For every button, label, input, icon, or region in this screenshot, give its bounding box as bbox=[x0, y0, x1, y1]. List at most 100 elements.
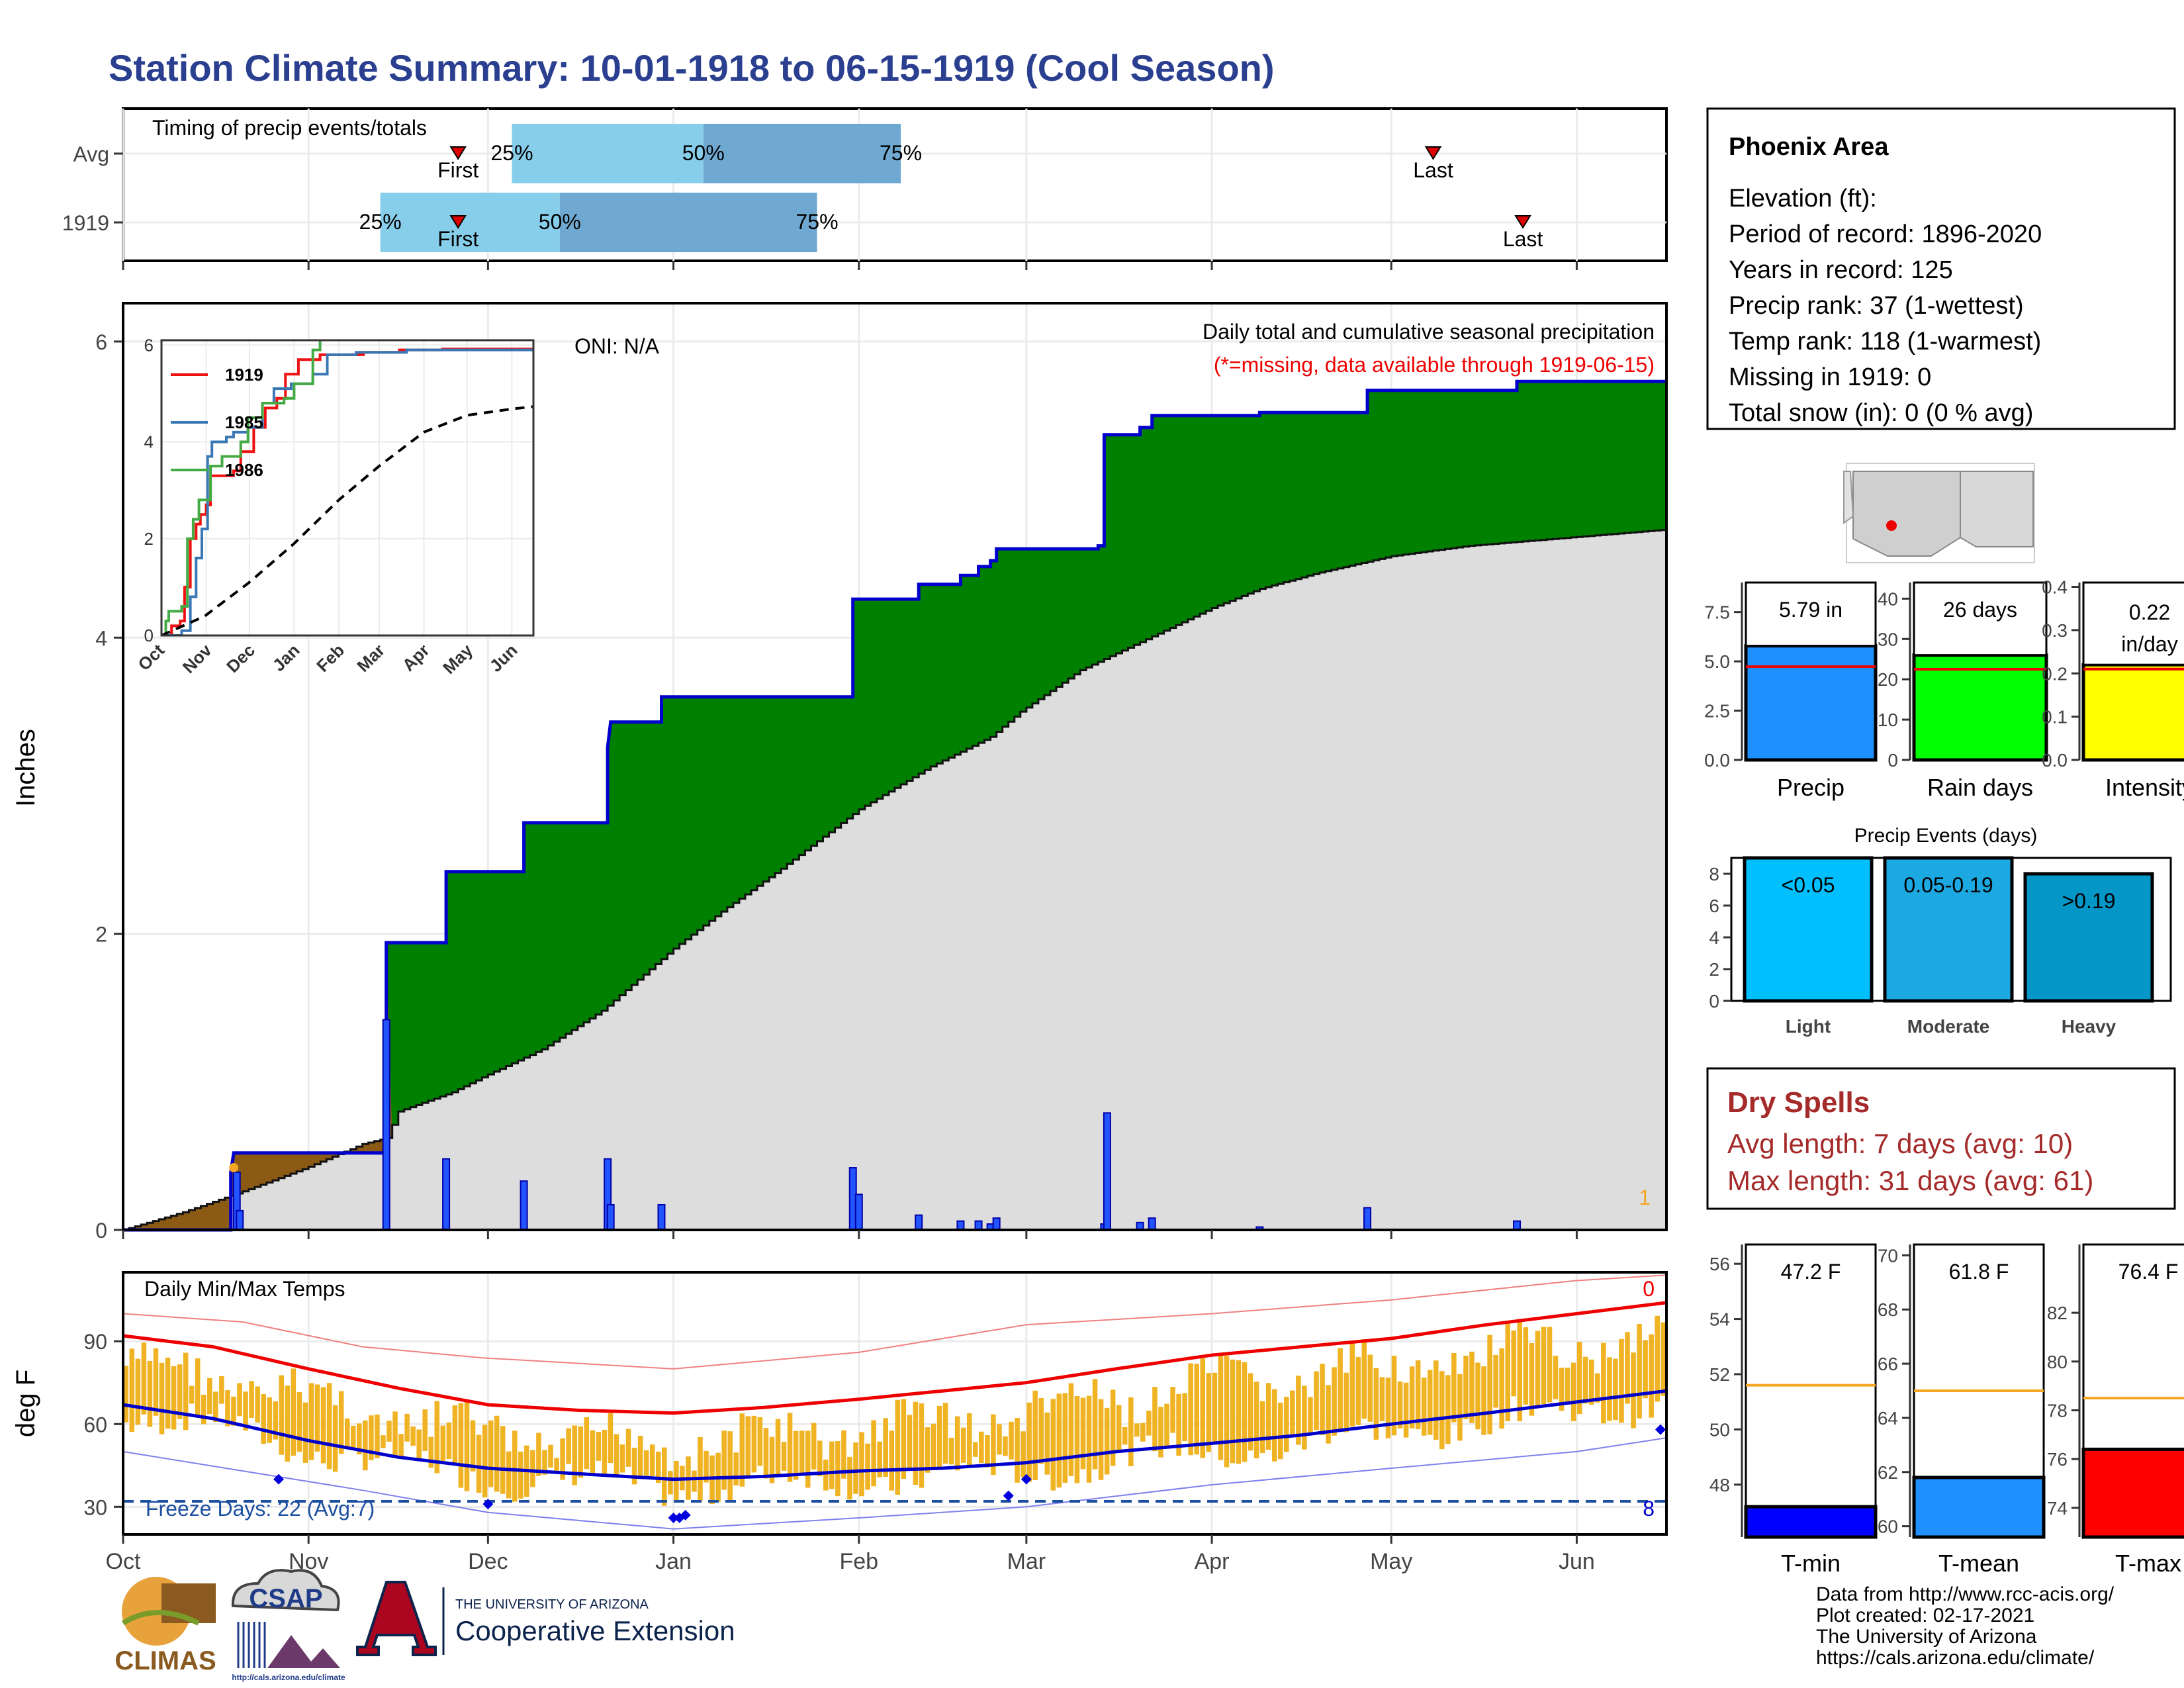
temp-day-bar-150 bbox=[1021, 1431, 1026, 1477]
stat-bar-1 bbox=[1912, 653, 2048, 762]
inset-ytick-0: 0 bbox=[144, 626, 154, 645]
temp-day-bar-72 bbox=[554, 1458, 559, 1474]
timing-last-label-1: Last bbox=[1503, 227, 1543, 251]
temp-day-bar-103 bbox=[739, 1413, 745, 1487]
temp-day-bar-110 bbox=[781, 1442, 787, 1471]
temp-day-bar-78 bbox=[590, 1430, 596, 1476]
temp-day-bar-18 bbox=[231, 1396, 236, 1426]
timing-bar-q2-1 bbox=[559, 193, 817, 252]
temp-day-bar-6 bbox=[159, 1362, 165, 1434]
temp-day-bar-62 bbox=[494, 1415, 500, 1492]
main-ytick-label-3: 6 bbox=[95, 330, 107, 354]
temperature-panel: 30 60 90 Daily Min/Max Temps Freeze Days: 22… bbox=[11, 1271, 1668, 1574]
footer-line-3: https://cals.arizona.edu/climate/ bbox=[1816, 1647, 2095, 1669]
temp-day-bar-108 bbox=[769, 1436, 775, 1483]
oni-label: ONI: N/A bbox=[574, 334, 660, 358]
stat-value-unit-2: in/day bbox=[2121, 632, 2177, 656]
tstat-ytick-label-2-4: 82 bbox=[2047, 1303, 2068, 1323]
station-location-dot bbox=[1886, 520, 1897, 531]
daily-precip-bar-6 bbox=[606, 1203, 615, 1231]
temp-day-bar-211 bbox=[1385, 1378, 1391, 1438]
temp-day-bar-60 bbox=[482, 1425, 488, 1498]
event-category-2: Heavy bbox=[2062, 1016, 2116, 1037]
temp-day-bar-35 bbox=[332, 1405, 338, 1472]
temp-day-bar-153 bbox=[1038, 1397, 1044, 1464]
events-ytick-label-3: 6 bbox=[1709, 896, 1719, 916]
temp-day-bar-186 bbox=[1236, 1360, 1242, 1464]
temp-day-bar-238 bbox=[1547, 1327, 1553, 1403]
main-ylabel: Inches bbox=[11, 729, 40, 807]
daily-precip-bar-10 bbox=[915, 1214, 923, 1231]
temp-day-bar-57 bbox=[464, 1401, 470, 1491]
inset-ytick-2: 4 bbox=[144, 432, 154, 452]
temp-day-bar-87 bbox=[643, 1450, 649, 1476]
month-label-0: Oct bbox=[106, 1549, 141, 1574]
stat-ytick-label-1-4: 40 bbox=[1878, 588, 1898, 609]
ua-logo-a bbox=[356, 1581, 437, 1656]
temp-day-bar-133 bbox=[919, 1403, 925, 1488]
temp-day-bar-166 bbox=[1116, 1405, 1122, 1453]
inset-series-line-3 bbox=[161, 405, 533, 635]
timing-label: Timing of precip events/totals bbox=[152, 116, 427, 140]
temp-day-bar-200 bbox=[1320, 1364, 1325, 1435]
event-bar-label-2: >0.19 bbox=[2062, 889, 2116, 913]
temp-day-bar-237 bbox=[1541, 1327, 1547, 1405]
temp-day-bar-132 bbox=[913, 1401, 919, 1485]
temp-day-bar-82 bbox=[614, 1434, 619, 1476]
inset-series-line-2 bbox=[161, 340, 322, 635]
temp-day-bar-236 bbox=[1535, 1331, 1541, 1405]
daily-precip-bar-4 bbox=[520, 1180, 528, 1231]
tstat-category-2: T-max bbox=[2115, 1550, 2181, 1577]
temp-day-bar-168 bbox=[1128, 1397, 1134, 1467]
temp-day-bar-105 bbox=[751, 1415, 757, 1473]
stat-category-2: Intensity bbox=[2105, 774, 2184, 801]
stat-ytick-label-1-2: 20 bbox=[1878, 669, 1898, 690]
temp-day-bar-10 bbox=[183, 1352, 189, 1430]
temp-day-bar-235 bbox=[1529, 1342, 1535, 1416]
temp-day-bar-88 bbox=[649, 1444, 655, 1476]
main-ytick-label-1: 2 bbox=[95, 923, 107, 947]
temp-day-bar-106 bbox=[757, 1417, 763, 1466]
temp-day-bar-42 bbox=[375, 1414, 380, 1458]
temp-day-bar-75 bbox=[572, 1425, 577, 1485]
temp-day-bar-46 bbox=[398, 1434, 404, 1456]
temp-day-bar-196 bbox=[1296, 1376, 1301, 1445]
temps-bg bbox=[123, 1272, 1666, 1534]
tstat-bar-0 bbox=[1744, 1505, 1878, 1539]
temp-day-bar-5 bbox=[153, 1348, 159, 1416]
temps-corner-top: 0 bbox=[1643, 1277, 1655, 1301]
timing-row-label-0: Avg bbox=[73, 142, 109, 166]
temp-day-bar-136 bbox=[936, 1405, 942, 1470]
temp-day-bar-30 bbox=[302, 1402, 308, 1464]
temp-day-bar-146 bbox=[997, 1424, 1002, 1455]
temp-day-bar-247 bbox=[1601, 1342, 1606, 1424]
temp-day-bar-253 bbox=[1637, 1324, 1642, 1419]
temp-day-bar-81 bbox=[608, 1413, 614, 1464]
event-bar-2 bbox=[2023, 872, 2154, 1003]
daily-precip-bar-16 bbox=[1103, 1112, 1111, 1231]
daily-precip-bar-12 bbox=[974, 1220, 983, 1231]
tstat-ytick-label-0-0: 48 bbox=[1709, 1475, 1730, 1495]
temp-day-bar-58 bbox=[470, 1420, 476, 1472]
temp-day-bar-53 bbox=[440, 1425, 446, 1461]
temp-day-bar-71 bbox=[548, 1444, 553, 1468]
temp-day-bar-84 bbox=[625, 1429, 631, 1467]
temp-day-bar-202 bbox=[1332, 1367, 1337, 1436]
temp-day-bar-32 bbox=[314, 1384, 320, 1452]
stat-ytick-label-1-1: 10 bbox=[1878, 710, 1898, 730]
temp-day-bar-135 bbox=[931, 1423, 936, 1468]
temp-day-bar-33 bbox=[320, 1387, 326, 1464]
temp-day-bar-222 bbox=[1451, 1352, 1457, 1423]
temp-day-bar-171 bbox=[1146, 1410, 1152, 1436]
temp-day-bar-173 bbox=[1158, 1407, 1163, 1458]
temp-day-bar-107 bbox=[763, 1428, 769, 1479]
temp-day-bar-66 bbox=[518, 1451, 523, 1499]
temp-day-bar-228 bbox=[1487, 1335, 1492, 1434]
temp-day-bar-193 bbox=[1277, 1402, 1283, 1460]
temp-day-bar-230 bbox=[1499, 1348, 1504, 1429]
temp-day-bar-9 bbox=[177, 1364, 183, 1419]
temp-day-bar-170 bbox=[1140, 1423, 1146, 1442]
temp-day-bar-61 bbox=[488, 1420, 494, 1487]
temp-day-bar-159 bbox=[1074, 1396, 1080, 1483]
temp-day-bar-95 bbox=[692, 1470, 697, 1492]
